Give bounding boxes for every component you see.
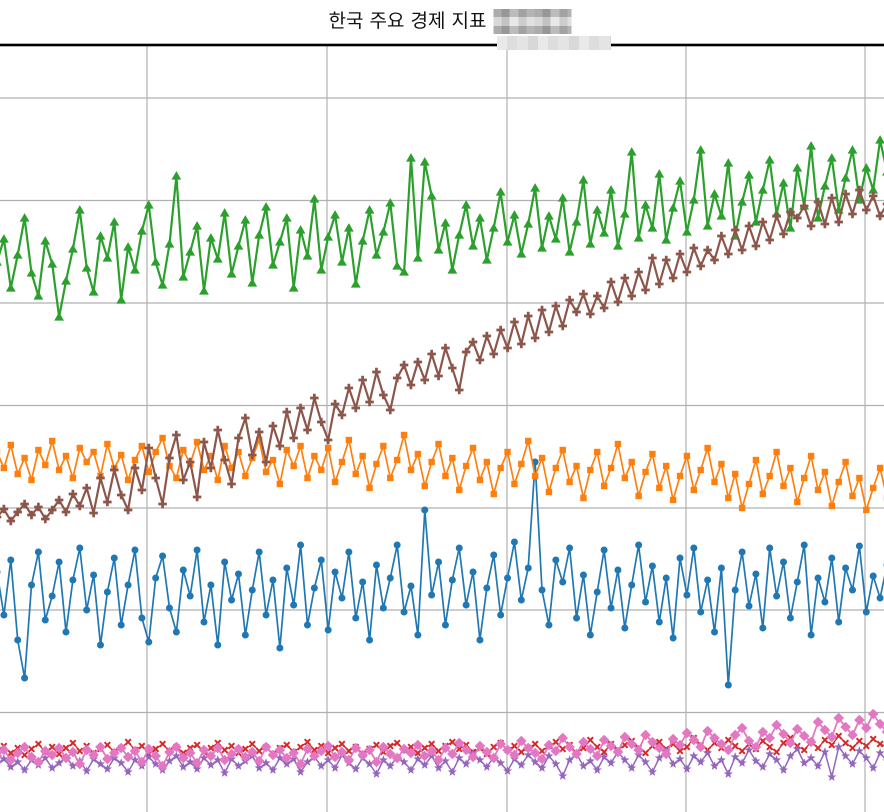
series-green-triangle [0, 135, 884, 321]
chart-title-row: 한국 주요 경제 지표 [329, 8, 572, 34]
series-orange-square [0, 431, 884, 514]
series-orange-square-markers [0, 431, 884, 514]
chart-title: 한국 주요 경제 지표 [328, 10, 487, 32]
series-brown-plus-markers [0, 185, 884, 526]
series-blue-circle [0, 458, 884, 689]
axis-top-spine [0, 43, 884, 47]
redaction-pixelation-strip [497, 36, 611, 50]
series-pink-diamond-markers [0, 708, 884, 772]
redaction-pixelation-block [493, 8, 572, 34]
series-blue-circle-markers [0, 458, 884, 689]
series-brown-plus [0, 185, 884, 526]
series-green-triangle-markers [0, 135, 884, 321]
series-pink-diamond [0, 708, 884, 772]
gridlines [0, 45, 884, 812]
